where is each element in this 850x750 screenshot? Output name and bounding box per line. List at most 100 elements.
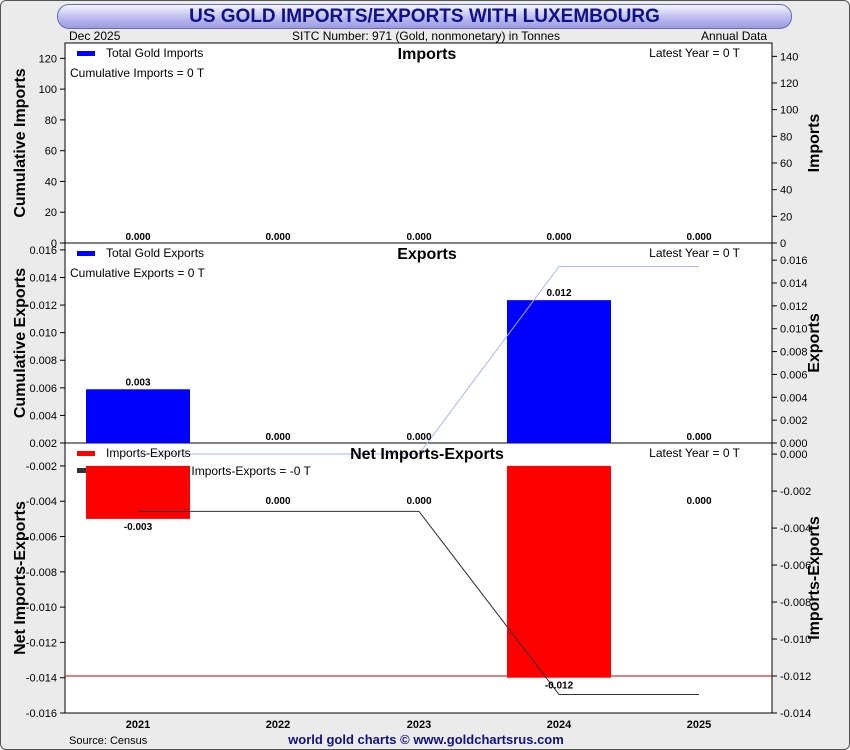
y-tick-label-left: 0.008 [29, 355, 57, 367]
y-tick-label-right: 0.000 [780, 449, 808, 461]
y-tick-label-right: 0 [780, 238, 786, 250]
y-tick-label-right: -0.006 [780, 560, 811, 572]
y-tick-label-right: 0.012 [780, 301, 808, 313]
y-tick-label-left: -0.016 [26, 708, 57, 720]
panel-net-imports-exports: -0.002 -0.004 -0.006 -0.008 -0.010 -0.012 -0.0… [12, 446, 823, 720]
y-tick-label-right: 0.014 [780, 278, 808, 290]
cumulative-text: Cumulative Exports = 0 T [70, 266, 206, 280]
legend-label: Imports-Exports [106, 446, 191, 460]
y-tick-label-left: 0.012 [29, 300, 57, 312]
net-bar [86, 465, 190, 519]
data-label: 0.000 [686, 232, 711, 243]
latest-year-text: Latest Year = 0 T [649, 446, 741, 460]
y-tick-label-right: 140 [780, 51, 798, 63]
y-axis-title-left: Net Imports-Exports [12, 501, 29, 655]
cumulative-line [138, 510, 699, 696]
y-tick-label-right: 0.008 [780, 347, 808, 359]
y-axis-title-left: Cumulative Imports [12, 68, 29, 217]
panel-exports: 0.002 0.004 0.006 0.008 0.010 0.012 0.014 0.016… [12, 245, 823, 455]
y-tick-label-left: 0.004 [29, 410, 57, 422]
y-tick-label-left: 0 [51, 238, 57, 250]
y-tick-label-right: -0.004 [780, 523, 811, 535]
y-axis-title-right: Imports [806, 114, 823, 173]
y-axis-title-left: Cumulative Exports [12, 268, 29, 418]
legend-swatch [77, 451, 95, 456]
cumulative-line [138, 265, 699, 455]
y-tick-label-right: -0.002 [780, 486, 811, 498]
legend-label: Total Gold Imports [106, 46, 203, 60]
y-tick-label-right: 100 [780, 105, 798, 117]
y-tick-label-left: -0.006 [26, 532, 57, 544]
data-label: 0.000 [406, 432, 431, 443]
legend-label: Total Gold Exports [106, 246, 204, 260]
panel-title: Net Imports-Exports [350, 446, 504, 463]
y-axis-title-right: Exports [806, 313, 823, 373]
x-tick-label: 2024 [547, 719, 572, 731]
y-axis-title-right: Imports-Exports [806, 516, 823, 640]
latest-year-text: Latest Year = 0 T [649, 46, 741, 60]
cumulative-text: Cumulative Imports = 0 T [70, 66, 205, 80]
title-banner: US GOLD IMPORTS/EXPORTS WITH LUXEMBOURG [57, 4, 792, 29]
y-tick-label-right: 0.016 [780, 255, 808, 267]
y-tick-label-left: 0.016 [29, 245, 57, 257]
y-tick-label-left: -0.010 [26, 602, 57, 614]
footer-site: world gold charts © www.goldchartsrus.co… [288, 732, 564, 747]
panel-title: Exports [397, 246, 457, 263]
y-tick-label-right: 0.000 [780, 438, 808, 450]
y-tick-label-left: 60 [45, 146, 57, 158]
data-label: 0.000 [546, 232, 571, 243]
y-tick-label-right: -0.010 [780, 634, 811, 646]
header-frequency: Annual Data [701, 29, 768, 43]
x-tick-label: 2021 [126, 719, 150, 731]
plot-area [64, 42, 773, 714]
data-label: 0.003 [125, 377, 150, 388]
net-bar [507, 465, 611, 678]
y-tick-label-right: 0.006 [780, 369, 808, 381]
data-label: 0.000 [265, 232, 290, 243]
y-tick-label-right: 40 [780, 185, 792, 197]
y-tick-label-left: -0.002 [26, 461, 57, 473]
header-sitc: SITC Number: 971 (Gold, nonmonetary) in … [292, 29, 560, 43]
y-tick-label-left: 80 [45, 115, 57, 127]
panel-imports: 0 20 40 60 80 100 120 0 20 40 60 80 100 120 140 Cumulat… [12, 46, 823, 250]
y-tick-label-right: 0.010 [780, 324, 808, 336]
y-tick-label-left: -0.012 [26, 637, 57, 649]
y-tick-label-left: 0.014 [29, 272, 57, 284]
footer-source: Source: Census [69, 735, 148, 747]
chart-title: US GOLD IMPORTS/EXPORTS WITH LUXEMBOURG [189, 6, 660, 27]
y-tick-label-right: 120 [780, 78, 798, 90]
panel-title: Imports [398, 46, 457, 63]
data-label: 0.000 [686, 496, 711, 507]
y-tick-label-right: 80 [780, 131, 792, 143]
x-tick-label: 2022 [266, 719, 290, 731]
latest-year-text: Latest Year = 0 T [649, 246, 741, 260]
legend-swatch [77, 251, 95, 256]
y-tick-label-left: 100 [39, 84, 57, 96]
data-label: 0.000 [265, 496, 290, 507]
y-tick-label-right: -0.008 [780, 597, 811, 609]
x-tick-label: 2023 [407, 719, 431, 731]
bar [507, 300, 611, 443]
y-tick-label-left: 20 [45, 207, 57, 219]
y-tick-label-right: 0.004 [780, 392, 808, 404]
y-tick-label-left: -0.014 [26, 673, 57, 685]
data-label: 0.000 [406, 496, 431, 507]
y-tick-label-left: 0.002 [29, 438, 57, 450]
data-label: -0.012 [545, 681, 574, 692]
x-tick-label: 2025 [687, 719, 711, 731]
y-tick-label-left: -0.004 [26, 496, 57, 508]
data-label: 0.000 [125, 232, 150, 243]
y-tick-label-right: 60 [780, 158, 792, 170]
y-tick-label-left: 120 [39, 53, 57, 65]
y-tick-label-right: 0.002 [780, 415, 808, 427]
y-tick-label-right: -0.014 [780, 708, 811, 720]
data-label: 0.012 [546, 288, 571, 299]
data-label: -0.003 [124, 522, 153, 533]
y-tick-label-right: -0.012 [780, 671, 811, 683]
data-label: 0.000 [686, 432, 711, 443]
bar [86, 389, 190, 443]
y-tick-label-right: 20 [780, 211, 792, 223]
y-tick-label-left: 0.006 [29, 383, 57, 395]
